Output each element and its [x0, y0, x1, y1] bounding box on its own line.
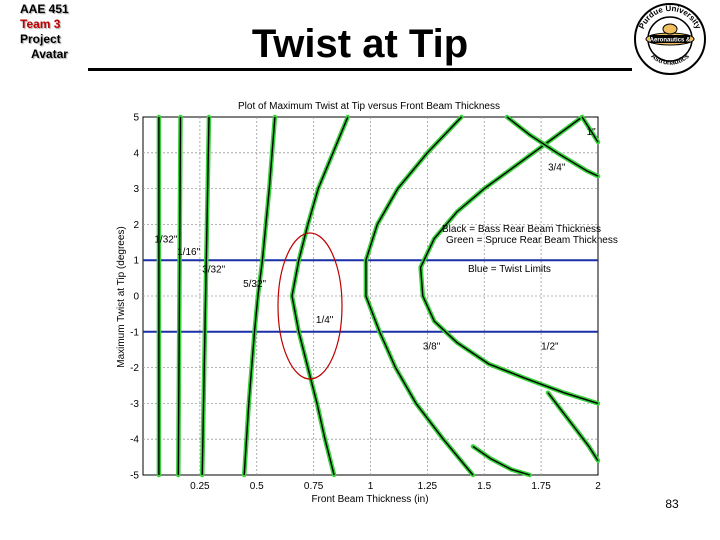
- logo-line-course: AAE 451: [20, 2, 69, 16]
- curve-labels: 1/32"1/16"3/32" 5/32" 1/4" 3/8" 1/2" 3/4" 1": [154, 127, 596, 353]
- x-tick-label: 1.5: [477, 481, 491, 492]
- x-tick-label: 0.5: [250, 481, 264, 492]
- curve-label: 1/16": [177, 247, 200, 258]
- logo-line-team: Team 3: [20, 17, 61, 31]
- page-number: 83: [665, 497, 679, 511]
- chart-title: Plot of Maximum Twist at Tip versus Fron…: [238, 101, 500, 112]
- x-tick-label: 1: [368, 481, 374, 492]
- y-tick-label: 1: [133, 256, 139, 267]
- curve-bass: [506, 116, 599, 177]
- y-tick-label: 4: [133, 148, 139, 159]
- x-tick-label: 0.75: [304, 481, 324, 492]
- y-tick-label: 0: [133, 292, 139, 303]
- purdue-seal-icon: Purdue University Astronautics Aeronauti…: [634, 3, 706, 75]
- axis-ticks: 0.25 0.5 0.75 1 1.25 1.5 1.75 2 5 4 3 2 1 0 -1 -2 -3 -4 -5: [130, 113, 601, 493]
- y-tick-label: 5: [133, 113, 139, 124]
- curve-bass: [581, 116, 599, 143]
- y-tick-label: -2: [130, 363, 139, 374]
- y-tick-label: -4: [130, 435, 139, 446]
- curve-bass: [472, 445, 530, 476]
- x-tick-label: 0.25: [190, 481, 210, 492]
- curve-label: 5/32": [243, 279, 266, 290]
- curve-label: 1": [587, 127, 597, 138]
- twist-limit-lines: [143, 259, 598, 333]
- seal-text-middle: Aeronautics &: [650, 38, 691, 44]
- curve-label: 3/32": [202, 265, 225, 276]
- curve-label: 1/4": [316, 315, 334, 326]
- curve-label: 1/32": [154, 234, 177, 245]
- curve-bass: [547, 392, 599, 462]
- y-tick-label: 2: [133, 220, 139, 231]
- y-axis-label: Maximum Twist at Tip (degrees): [116, 226, 127, 368]
- legend-blue: Blue = Twist Limits: [468, 264, 551, 275]
- curve-bass: [243, 116, 276, 476]
- curve-bass: [291, 116, 349, 476]
- y-tick-label: -5: [130, 471, 139, 482]
- y-tick-label: -1: [130, 327, 139, 338]
- x-tick-label: 1.25: [418, 481, 438, 492]
- slide-title: Twist at Tip: [251, 22, 469, 66]
- y-tick-label: -3: [130, 399, 139, 410]
- legend-black: Black = Bass Rear Beam Thickness: [442, 224, 601, 235]
- curve-bass: [365, 116, 474, 476]
- header-divider: [88, 68, 632, 71]
- logo-line-avatar: Avatar: [31, 47, 68, 61]
- curves: [156, 114, 601, 478]
- plot-area: [142, 116, 599, 476]
- curve-bass: [177, 116, 182, 476]
- legend-green: Green = Spruce Rear Beam Thickness: [446, 235, 618, 246]
- highlight-ellipse: [277, 232, 343, 380]
- y-tick-label: 3: [133, 184, 139, 195]
- x-tick-label: 1.75: [531, 481, 551, 492]
- curve-bass: [201, 116, 210, 476]
- curve-label: 3/8": [423, 342, 441, 353]
- curve-bass: [419, 116, 599, 405]
- curve-label: 1/2": [541, 342, 559, 353]
- logo-line-project: Project: [20, 32, 61, 46]
- x-tick-label: 2: [595, 481, 601, 492]
- curve-label: 3/4": [548, 163, 566, 174]
- team-logo: AAE 451 Team 3 Project Avatar: [18, 2, 90, 62]
- x-axis-label: Front Beam Thickness (in): [311, 494, 428, 505]
